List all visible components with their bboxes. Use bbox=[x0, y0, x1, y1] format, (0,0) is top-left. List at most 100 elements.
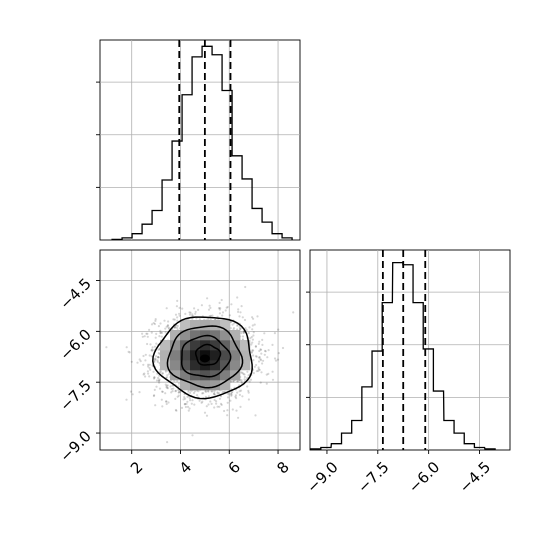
joint-sample-point bbox=[209, 400, 212, 403]
joint-sample-point bbox=[157, 356, 160, 359]
joint-sample-point bbox=[254, 355, 257, 358]
joint-ytick-label-3: −4.5 bbox=[56, 275, 94, 313]
joint-density-cell bbox=[170, 360, 181, 371]
joint-sample-point bbox=[255, 355, 258, 358]
joint-sample-point bbox=[205, 405, 208, 408]
joint-sample-point bbox=[155, 342, 158, 345]
joint-sample-point bbox=[232, 327, 236, 330]
joint-sample-point bbox=[226, 401, 229, 404]
joint-sample-point bbox=[167, 401, 170, 404]
joint-sample-point bbox=[243, 378, 246, 381]
joint-sample-point bbox=[238, 315, 241, 318]
joint-sample-point bbox=[229, 399, 232, 402]
joint-sample-point bbox=[150, 348, 154, 351]
joint-sample-point bbox=[263, 349, 267, 352]
joint-density-cell bbox=[190, 320, 201, 331]
joint-sample-point bbox=[130, 360, 133, 363]
joint-sample-point bbox=[190, 389, 193, 392]
joint-sample-point bbox=[292, 311, 295, 314]
joint-sample-point bbox=[281, 346, 285, 350]
joint-xtick-label-2: 6 bbox=[225, 458, 244, 477]
hist-param0-quantile-lines bbox=[178, 40, 232, 240]
joint-xtick-label-1: 4 bbox=[176, 458, 195, 477]
joint-sample-point bbox=[210, 402, 213, 405]
joint-sample-point bbox=[216, 405, 219, 408]
joint-sample-point bbox=[184, 397, 187, 400]
joint-sample-point bbox=[250, 351, 253, 354]
joint-sample-point bbox=[202, 392, 205, 395]
joint-sample-point bbox=[203, 411, 207, 414]
joint-density-peak bbox=[199, 354, 210, 363]
hist-param1-xtick-label-2: −6.0 bbox=[405, 458, 443, 496]
joint-ytick-label-0: −9.0 bbox=[56, 427, 94, 465]
joint-sample-point bbox=[249, 337, 252, 340]
joint-sample-point bbox=[252, 331, 255, 334]
joint-sample-point bbox=[247, 331, 250, 335]
joint-sample-point bbox=[219, 395, 223, 398]
joint-sample-point bbox=[248, 326, 251, 329]
joint-sample-point bbox=[215, 402, 218, 405]
joint-sample-point bbox=[191, 313, 194, 316]
joint-sample-point bbox=[229, 380, 233, 383]
joint-sample-point bbox=[157, 379, 160, 382]
joint-sample-point bbox=[273, 357, 277, 360]
joint-contour-1 bbox=[180, 334, 232, 378]
joint-density-cell bbox=[180, 380, 191, 391]
joint-sample-point bbox=[177, 391, 180, 394]
joint-sample-point bbox=[258, 356, 261, 359]
joint-sample-point bbox=[148, 375, 151, 378]
joint-sample-point bbox=[274, 359, 278, 362]
joint-sample-point bbox=[158, 378, 161, 381]
hist-panel-param1-grid bbox=[310, 250, 510, 450]
joint-sample-point bbox=[257, 366, 260, 369]
joint-sample-point bbox=[176, 299, 179, 302]
joint-sample-point bbox=[159, 371, 162, 374]
joint-density-cell bbox=[160, 350, 171, 361]
joint-density-cell bbox=[180, 360, 191, 371]
joint-y-axis-ticks: −9.0 −7.5 −6.0 −4.5 bbox=[56, 275, 100, 466]
joint-sample-point bbox=[172, 318, 175, 321]
joint-sample-point bbox=[166, 324, 169, 327]
joint-sample-point bbox=[125, 346, 128, 349]
joint-sample-point bbox=[153, 388, 156, 391]
joint-sample-point bbox=[271, 370, 274, 373]
joint-sample-point bbox=[230, 303, 233, 306]
joint-sample-point bbox=[238, 325, 241, 329]
joint-sample-point bbox=[146, 335, 149, 338]
joint-sample-point bbox=[185, 402, 188, 405]
joint-sample-point bbox=[235, 397, 238, 400]
joint-sample-point bbox=[194, 310, 197, 313]
joint-sample-point bbox=[151, 349, 154, 352]
joint-sample-point bbox=[207, 390, 210, 393]
joint-sample-point bbox=[157, 325, 160, 328]
joint-sample-point bbox=[253, 323, 256, 326]
joint-sample-point bbox=[230, 391, 233, 394]
joint-sample-point bbox=[159, 331, 162, 334]
joint-sample-point bbox=[159, 370, 162, 373]
joint-sample-point bbox=[239, 405, 242, 408]
joint-sample-point bbox=[207, 318, 210, 321]
joint-sample-point bbox=[240, 379, 243, 382]
joint-sample-point bbox=[226, 409, 229, 412]
joint-sample-point bbox=[226, 396, 230, 399]
joint-sample-point bbox=[259, 348, 262, 351]
joint-sample-point bbox=[206, 389, 210, 392]
joint-sample-point bbox=[220, 403, 223, 406]
joint-sample-point bbox=[178, 314, 181, 317]
joint-sample-point bbox=[182, 398, 185, 401]
joint-sample-point bbox=[242, 331, 245, 334]
joint-sample-point bbox=[238, 327, 242, 331]
joint-density-cell bbox=[180, 320, 191, 331]
joint-sample-point bbox=[241, 335, 245, 338]
joint-sample-point bbox=[206, 297, 209, 300]
joint-sample-point bbox=[263, 353, 266, 356]
joint-sample-point bbox=[167, 326, 170, 329]
joint-sample-point bbox=[240, 380, 243, 383]
joint-sample-point bbox=[159, 329, 162, 332]
joint-sample-point bbox=[164, 383, 167, 386]
joint-sample-point bbox=[161, 390, 164, 393]
joint-sample-point bbox=[164, 400, 168, 403]
joint-sample-point bbox=[210, 390, 213, 393]
joint-density-cell bbox=[220, 360, 231, 371]
joint-sample-point bbox=[207, 403, 210, 406]
